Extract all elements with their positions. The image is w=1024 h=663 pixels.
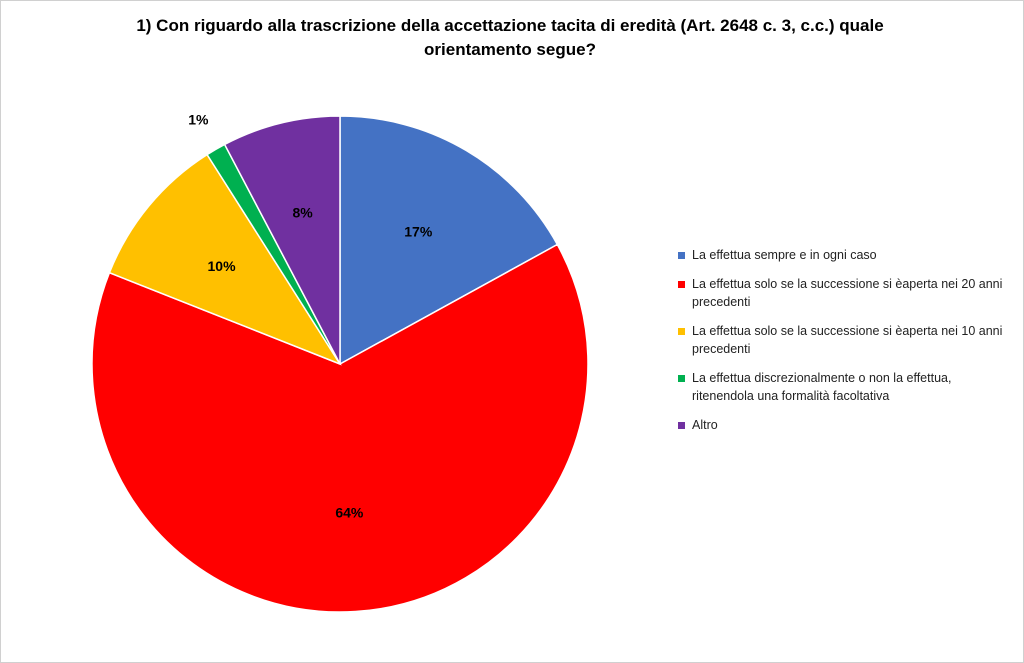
- legend-item: La effettua solo se la successione si èa…: [678, 275, 1008, 311]
- legend-label: La effettua discrezionalmente o non la e…: [692, 371, 952, 403]
- legend-label: Altro: [692, 418, 718, 432]
- legend-item: La effettua solo se la successione si èa…: [678, 322, 1008, 358]
- legend-label: La effettua sempre e in ogni caso: [692, 248, 877, 262]
- legend-swatch: [678, 281, 685, 288]
- legend-swatch: [678, 375, 685, 382]
- legend-item: La effettua discrezionalmente o non la e…: [678, 369, 1008, 405]
- legend-item: Altro: [678, 416, 1008, 434]
- chart-legend: La effettua sempre e in ogni caso La effe…: [678, 246, 1008, 445]
- chart-title: 1) Con riguardo alla trascrizione della …: [136, 16, 884, 59]
- slice-data-label: 8%: [292, 204, 313, 220]
- slice-data-label: 17%: [404, 224, 433, 240]
- slice-data-label: 64%: [335, 505, 364, 521]
- legend-item: La effettua sempre e in ogni caso: [678, 246, 1008, 264]
- legend-label: La effettua solo se la successione si èa…: [692, 277, 1003, 309]
- legend-swatch: [678, 422, 685, 429]
- legend-swatch: [678, 328, 685, 335]
- pie-slice: [108, 153, 342, 366]
- slice-data-label: 1%: [188, 111, 209, 127]
- pie-slice: [223, 115, 341, 365]
- legend-label: La effettua solo se la successione si èa…: [692, 324, 1003, 356]
- legend-swatch: [678, 252, 685, 259]
- slice-data-label: 10%: [208, 258, 237, 274]
- pie-slice: [91, 243, 589, 613]
- pie-slice: [339, 115, 559, 366]
